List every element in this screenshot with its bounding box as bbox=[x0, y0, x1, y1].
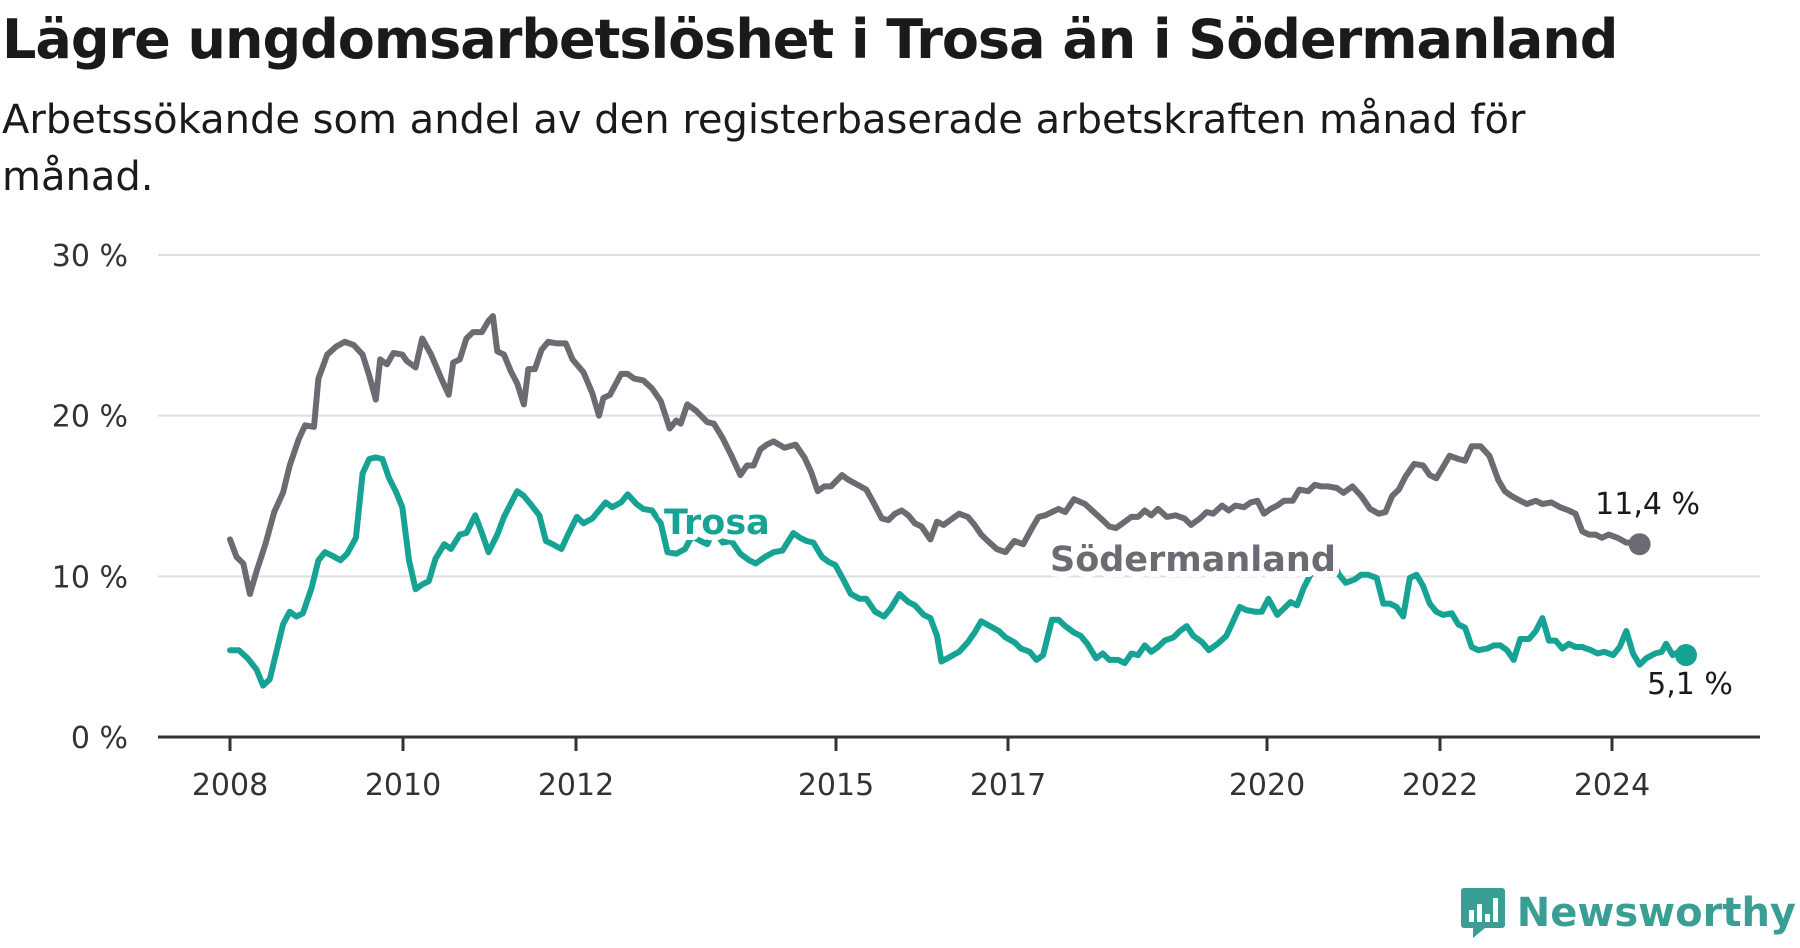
x-tick-label: 2012 bbox=[538, 768, 614, 803]
series-lines bbox=[227, 313, 1697, 689]
x-tick-label: 2015 bbox=[798, 768, 874, 803]
series-end-point bbox=[1628, 533, 1651, 556]
end-value-label: 11,4 % bbox=[1595, 487, 1700, 522]
x-axis-ticks: 2008 2010 2012 2015 2017 2020 2022 2024 bbox=[192, 737, 1650, 803]
x-tick-label: 2022 bbox=[1402, 768, 1478, 803]
chart-subtitle: Arbetssökande som andel av den registerb… bbox=[2, 97, 1526, 200]
chart-title: Lägre ungdomsarbetslöshet i Trosa än i S… bbox=[2, 8, 1618, 71]
y-tick-label: 30 % bbox=[52, 239, 128, 274]
y-tick-label: 20 % bbox=[52, 400, 128, 435]
series-line-0 bbox=[227, 313, 1643, 597]
end-value-label: 5,1 % bbox=[1647, 667, 1733, 702]
brand-name: Newsworthy bbox=[1516, 890, 1796, 936]
brand-logo: Newsworthy bbox=[1459, 886, 1796, 940]
y-tick-label: 0 % bbox=[71, 721, 128, 756]
x-tick-label: 2010 bbox=[365, 768, 441, 803]
series-name-label: Södermanland bbox=[1050, 540, 1336, 580]
series-labels: 11,4 % 5,1 % Södermanland Trosa bbox=[658, 487, 1733, 702]
x-tick-label: 2020 bbox=[1229, 768, 1305, 803]
y-tick-label: 10 % bbox=[52, 560, 128, 595]
y-axis-tick-labels: 0 % 10 % 20 % 30 % bbox=[52, 239, 128, 756]
newsworthy-logo-icon bbox=[1460, 888, 1505, 938]
x-tick-label: 2024 bbox=[1574, 768, 1650, 803]
x-tick-label: 2017 bbox=[970, 768, 1046, 803]
series-end-point bbox=[1675, 644, 1697, 667]
series-line-1 bbox=[227, 454, 1689, 689]
x-tick-label: 2008 bbox=[192, 768, 268, 803]
grid-lines bbox=[158, 254, 1760, 578]
series-name-label: Trosa bbox=[664, 503, 770, 543]
